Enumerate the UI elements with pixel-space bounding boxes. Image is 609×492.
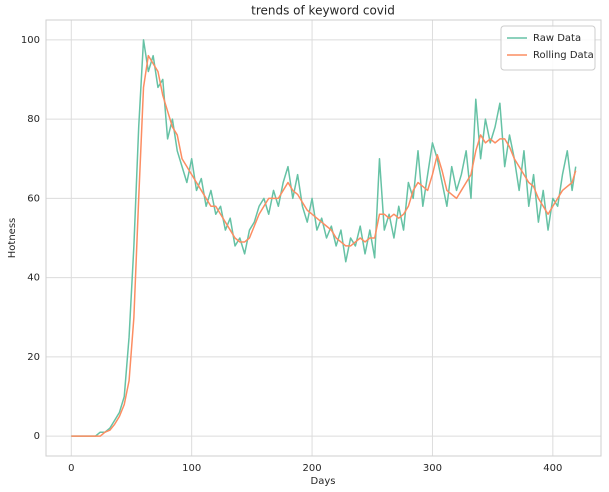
legend-box [500, 25, 596, 71]
y-axis-label: Hotness [7, 218, 18, 258]
data-line [71, 54, 577, 437]
y-tick-label: 80 [27, 114, 40, 125]
y-tick-label: 20 [27, 352, 40, 363]
legend-label: Rolling Data [533, 50, 594, 61]
legend-label: Raw Data [533, 33, 581, 44]
y-tick-label: 100 [21, 35, 40, 46]
data-line [71, 39, 577, 437]
x-tick-label: 300 [423, 463, 442, 474]
y-tick-label: 0 [34, 431, 40, 442]
plot-frame [45, 19, 602, 457]
x-axis-label: Days [311, 476, 336, 487]
y-tick-label: 60 [27, 193, 40, 204]
chart-title: trends of keyword covid [251, 4, 395, 18]
x-tick-label: 0 [68, 463, 74, 474]
x-tick-label: 100 [182, 463, 201, 474]
x-tick-label: 200 [303, 463, 322, 474]
x-tick-label: 400 [543, 463, 562, 474]
y-tick-label: 40 [27, 273, 40, 284]
